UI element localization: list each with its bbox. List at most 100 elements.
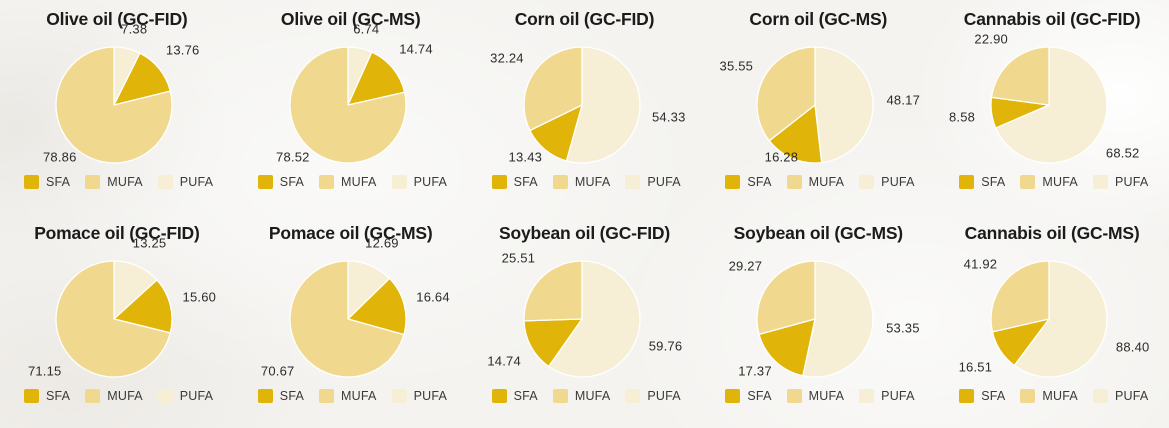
pie-slice-mufa: [990, 260, 1050, 333]
legend-item-pufa: PUFA: [625, 175, 681, 189]
pie: [289, 46, 407, 164]
slice-value-label-sfa: 16.51: [958, 359, 993, 375]
legend-item-mufa: MUFA: [319, 175, 377, 189]
legend-item-sfa: SFA: [725, 389, 771, 403]
legend-item-sfa: SFA: [257, 389, 305, 403]
slice-value-label-pufa: 13.25: [132, 235, 167, 251]
pie-slice-pufa: [1013, 260, 1108, 378]
legend-label: PUFA: [647, 175, 681, 189]
legend: SFA MUFA PUFA: [24, 171, 224, 193]
legend-item-mufa: MUFA: [552, 175, 611, 189]
slice-value-label-pufa: 7.38: [121, 21, 148, 37]
legend-item-mufa: MUFA: [85, 175, 143, 189]
pie: [990, 260, 1108, 378]
slice-value-label-pufa: 88.40: [1115, 339, 1150, 355]
slice-value-label-sfa: 13.76: [165, 42, 200, 58]
pie-slice-sfa: [347, 51, 406, 106]
pie-chart-cell: Cannabis oil (GC-MS) SFA MUFA PUFA 88.40…: [935, 214, 1169, 428]
chart-title: Pomace oil (GC-MS): [268, 223, 433, 243]
pie: [756, 46, 874, 164]
pie-chart-cell: Olive oil (GC-FID) SFA MUFA PUFA 7.38 13.…: [0, 0, 234, 214]
slice-value-label-mufa: 78.86: [42, 149, 77, 165]
legend-swatch-sfa: [959, 389, 975, 403]
legend-label: MUFA: [107, 175, 143, 189]
pie-chart-cell: Cannabis oil (GC-FID) SFA MUFA PUFA 68.5…: [935, 0, 1169, 214]
slice-value-label-mufa: 29.27: [728, 258, 763, 274]
legend: SFA MUFA PUFA: [725, 171, 925, 193]
legend-swatch-mufa: [1020, 175, 1036, 189]
legend-item-pufa: PUFA: [157, 389, 214, 403]
pie: [522, 46, 641, 164]
pie-chart-cell: Olive oil (GC-MS) SFA MUFA PUFA 6.74 14.7…: [234, 0, 468, 214]
pie-slice-mufa: [289, 260, 405, 378]
legend-item-pufa: PUFA: [157, 175, 213, 189]
legend-item-sfa: SFA: [959, 175, 1005, 189]
legend: SFA MUFA PUFA: [725, 385, 925, 407]
legend-item-pufa: PUFA: [391, 389, 447, 403]
pie-slice-pufa: [995, 46, 1108, 164]
legend-swatch-sfa: [257, 389, 273, 403]
legend-item-sfa: SFA: [491, 175, 538, 189]
legend-item-sfa: SFA: [257, 175, 304, 189]
legend-swatch-sfa: [725, 175, 741, 189]
slice-value-label-sfa: 15.60: [182, 289, 217, 305]
slice-value-label-pufa: 6.74: [353, 21, 380, 37]
legend: SFA MUFA PUFA: [24, 385, 224, 407]
legend-swatch-pufa: [859, 389, 875, 403]
slice-value-label-pufa: 54.33: [651, 109, 686, 125]
pie-slice-sfa: [522, 318, 583, 368]
legend-label: SFA: [747, 175, 772, 189]
slice-value-label-sfa: 8.58: [948, 109, 976, 125]
legend-swatch-pufa: [1092, 175, 1108, 189]
legend-label: PUFA: [179, 389, 214, 403]
pie-slice-mufa: [55, 260, 171, 378]
legend-item-pufa: PUFA: [1092, 175, 1148, 189]
legend-label: SFA: [513, 389, 538, 403]
pie-slice-sfa: [347, 277, 407, 336]
slice-value-label-pufa: 53.35: [886, 320, 920, 336]
legend-item-pufa: PUFA: [391, 175, 447, 189]
legend-swatch-sfa: [491, 175, 507, 189]
legend: SFA MUFA PUFA: [257, 385, 458, 407]
legend-item-pufa: PUFA: [859, 175, 914, 189]
slice-value-label-pufa: 48.17: [886, 92, 921, 108]
pie-slice-mufa: [522, 46, 583, 132]
slice-value-label-mufa: 32.24: [490, 50, 524, 66]
legend-swatch-mufa: [319, 389, 335, 403]
legend-swatch-mufa: [85, 389, 101, 403]
slice-value-label-sfa: 17.37: [738, 363, 772, 379]
chart-title: Olive oil (GC-FID): [46, 9, 188, 29]
legend-item-mufa: MUFA: [552, 389, 611, 403]
legend-label: MUFA: [808, 175, 845, 189]
legend-swatch-mufa: [786, 175, 802, 189]
slice-value-label-sfa: 16.64: [416, 289, 450, 305]
legend-label: SFA: [981, 389, 1006, 403]
legend-item-sfa: SFA: [725, 175, 771, 189]
pie-slice-pufa: [547, 260, 641, 378]
pie-chart-cell: Soybean oil (GC-FID) SFA MUFA PUFA 59.76…: [468, 214, 702, 428]
slice-value-label-mufa: 22.90: [974, 31, 1008, 47]
legend-label: PUFA: [881, 389, 915, 403]
legend-label: SFA: [279, 389, 305, 403]
slice-value-label-mufa: 78.52: [276, 149, 310, 165]
chart-title: Pomace oil (GC-FID): [34, 223, 200, 243]
pie-chart-cell: Soybean oil (GC-MS) SFA MUFA PUFA 53.35 1…: [701, 214, 935, 428]
legend-label: MUFA: [1042, 389, 1078, 403]
pie-slice-sfa: [769, 104, 823, 164]
legend-swatch-sfa: [24, 389, 39, 403]
chart-title: Cannabis oil (GC-MS): [964, 223, 1140, 243]
slice-value-label-mufa: 70.67: [260, 363, 295, 379]
legend: SFA MUFA PUFA: [959, 385, 1159, 407]
legend-label: SFA: [46, 389, 71, 403]
pie-chart-cell: Corn oil (GC-MS) SFA MUFA PUFA 48.17 16.2…: [701, 0, 935, 214]
pie-slice-pufa: [565, 46, 641, 164]
legend-label: MUFA: [574, 389, 611, 403]
legend-item-sfa: SFA: [959, 389, 1005, 403]
legend-swatch-pufa: [859, 175, 875, 189]
slice-value-label-pufa: 12.69: [365, 235, 399, 251]
slice-value-label-mufa: 35.55: [719, 58, 754, 74]
legend-swatch-pufa: [391, 175, 407, 189]
legend-swatch-pufa: [1092, 389, 1108, 403]
pie-chart-cell: Pomace oil (GC-MS) SFA MUFA PUFA 12.69 16…: [234, 214, 468, 428]
pie: [522, 260, 641, 378]
